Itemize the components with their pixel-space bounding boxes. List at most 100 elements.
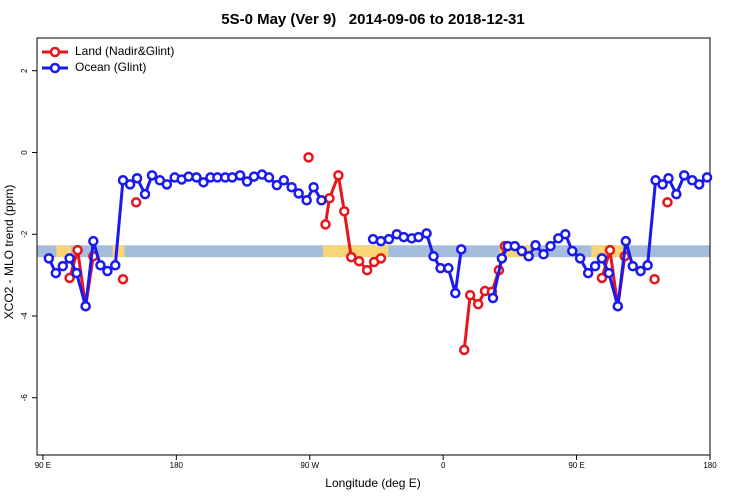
data-point — [278, 175, 290, 186]
legend-marker — [49, 62, 61, 74]
data-point — [50, 267, 62, 279]
data-point — [248, 171, 260, 182]
data-point — [642, 260, 653, 271]
data-point — [545, 240, 556, 252]
data-point — [538, 249, 549, 260]
x-tick-label: 90 W — [300, 461, 319, 470]
data-point — [293, 188, 304, 199]
land-band — [56, 245, 72, 258]
plot-frame — [36, 37, 711, 456]
data-point — [161, 179, 173, 190]
data-point — [117, 273, 129, 285]
data-point — [443, 262, 454, 274]
data-point — [458, 344, 470, 356]
data-point — [649, 273, 660, 285]
data-point — [361, 264, 373, 276]
data-point — [530, 240, 541, 251]
data-point — [308, 181, 319, 193]
data-point — [301, 195, 312, 206]
y-tick-label: -6 — [20, 394, 29, 402]
data-point — [383, 233, 395, 245]
legend-marker — [49, 46, 61, 58]
x-tick-label: 0 — [441, 461, 446, 470]
data-point — [516, 245, 527, 257]
x-axis-label: Longitude (deg E) — [325, 476, 420, 490]
data-point — [701, 172, 713, 183]
data-point — [693, 179, 705, 190]
data-point — [509, 240, 521, 252]
data-point — [375, 253, 387, 264]
data-point — [472, 298, 484, 310]
data-point — [57, 260, 69, 272]
data-point — [450, 287, 461, 299]
data-point — [657, 179, 668, 190]
data-point — [130, 197, 142, 208]
data-point — [324, 193, 335, 204]
data-point — [604, 244, 616, 256]
data-point — [271, 179, 283, 191]
x-tick-label: 90 E — [568, 461, 584, 470]
data-point — [671, 188, 682, 200]
data-point — [146, 170, 158, 181]
data-point — [596, 272, 608, 284]
data-point — [464, 289, 476, 301]
data-point — [421, 228, 432, 239]
y-tick-label: 2 — [20, 68, 29, 73]
data-point — [43, 253, 55, 264]
data-point — [620, 235, 632, 247]
data-point — [353, 255, 365, 267]
data-point — [72, 244, 83, 256]
data-point — [635, 265, 646, 277]
y-tick-label: 0 — [20, 150, 29, 155]
data-point — [320, 219, 331, 230]
chart-title: 5S-0 May (Ver 9) 2014-09-06 to 2018-12-3… — [221, 11, 525, 28]
data-point — [316, 195, 327, 206]
data-point — [102, 265, 113, 277]
data-point — [596, 253, 608, 264]
y-axis-label: XCO2 - MLO trend (ppm) — [2, 185, 16, 320]
y-tick-label: -2 — [20, 230, 29, 238]
data-point — [589, 260, 601, 272]
data-point — [88, 235, 99, 247]
data-point — [487, 292, 499, 304]
data-point — [95, 260, 106, 271]
data-point — [286, 181, 297, 193]
x-tick-label: 180 — [703, 461, 717, 470]
legend-label: Land (Nadir&Glint) — [75, 44, 174, 58]
data-point — [124, 179, 136, 190]
x-tick-label: 180 — [170, 461, 184, 470]
x-tick-label: 90 E — [35, 461, 51, 470]
land-band — [323, 245, 389, 258]
data-point — [428, 251, 439, 262]
y-tick-label: -4 — [20, 312, 29, 320]
legend-label: Ocean (Glint) — [75, 60, 146, 74]
data-point — [398, 231, 409, 243]
data-point — [346, 251, 357, 263]
data-point — [64, 253, 75, 264]
data-point — [582, 267, 594, 279]
data-point — [333, 170, 344, 181]
data-point — [241, 176, 253, 187]
data-point — [567, 245, 578, 257]
data-point — [678, 170, 690, 181]
data-point — [234, 170, 246, 181]
data-point — [131, 172, 143, 184]
data-point — [560, 228, 571, 240]
data-point — [662, 197, 673, 208]
data-point — [496, 253, 508, 264]
data-point — [663, 172, 674, 184]
data-point — [303, 152, 314, 163]
data-point — [191, 172, 202, 183]
data-point — [263, 172, 275, 183]
data-point — [198, 177, 209, 188]
data-point — [110, 260, 121, 271]
data-point — [80, 300, 91, 312]
land-band — [112, 245, 125, 258]
data-point — [64, 272, 75, 284]
data-point — [456, 244, 467, 255]
data-point — [574, 253, 586, 264]
data-point — [523, 251, 534, 262]
data-point — [339, 206, 350, 217]
data-point — [139, 188, 151, 200]
